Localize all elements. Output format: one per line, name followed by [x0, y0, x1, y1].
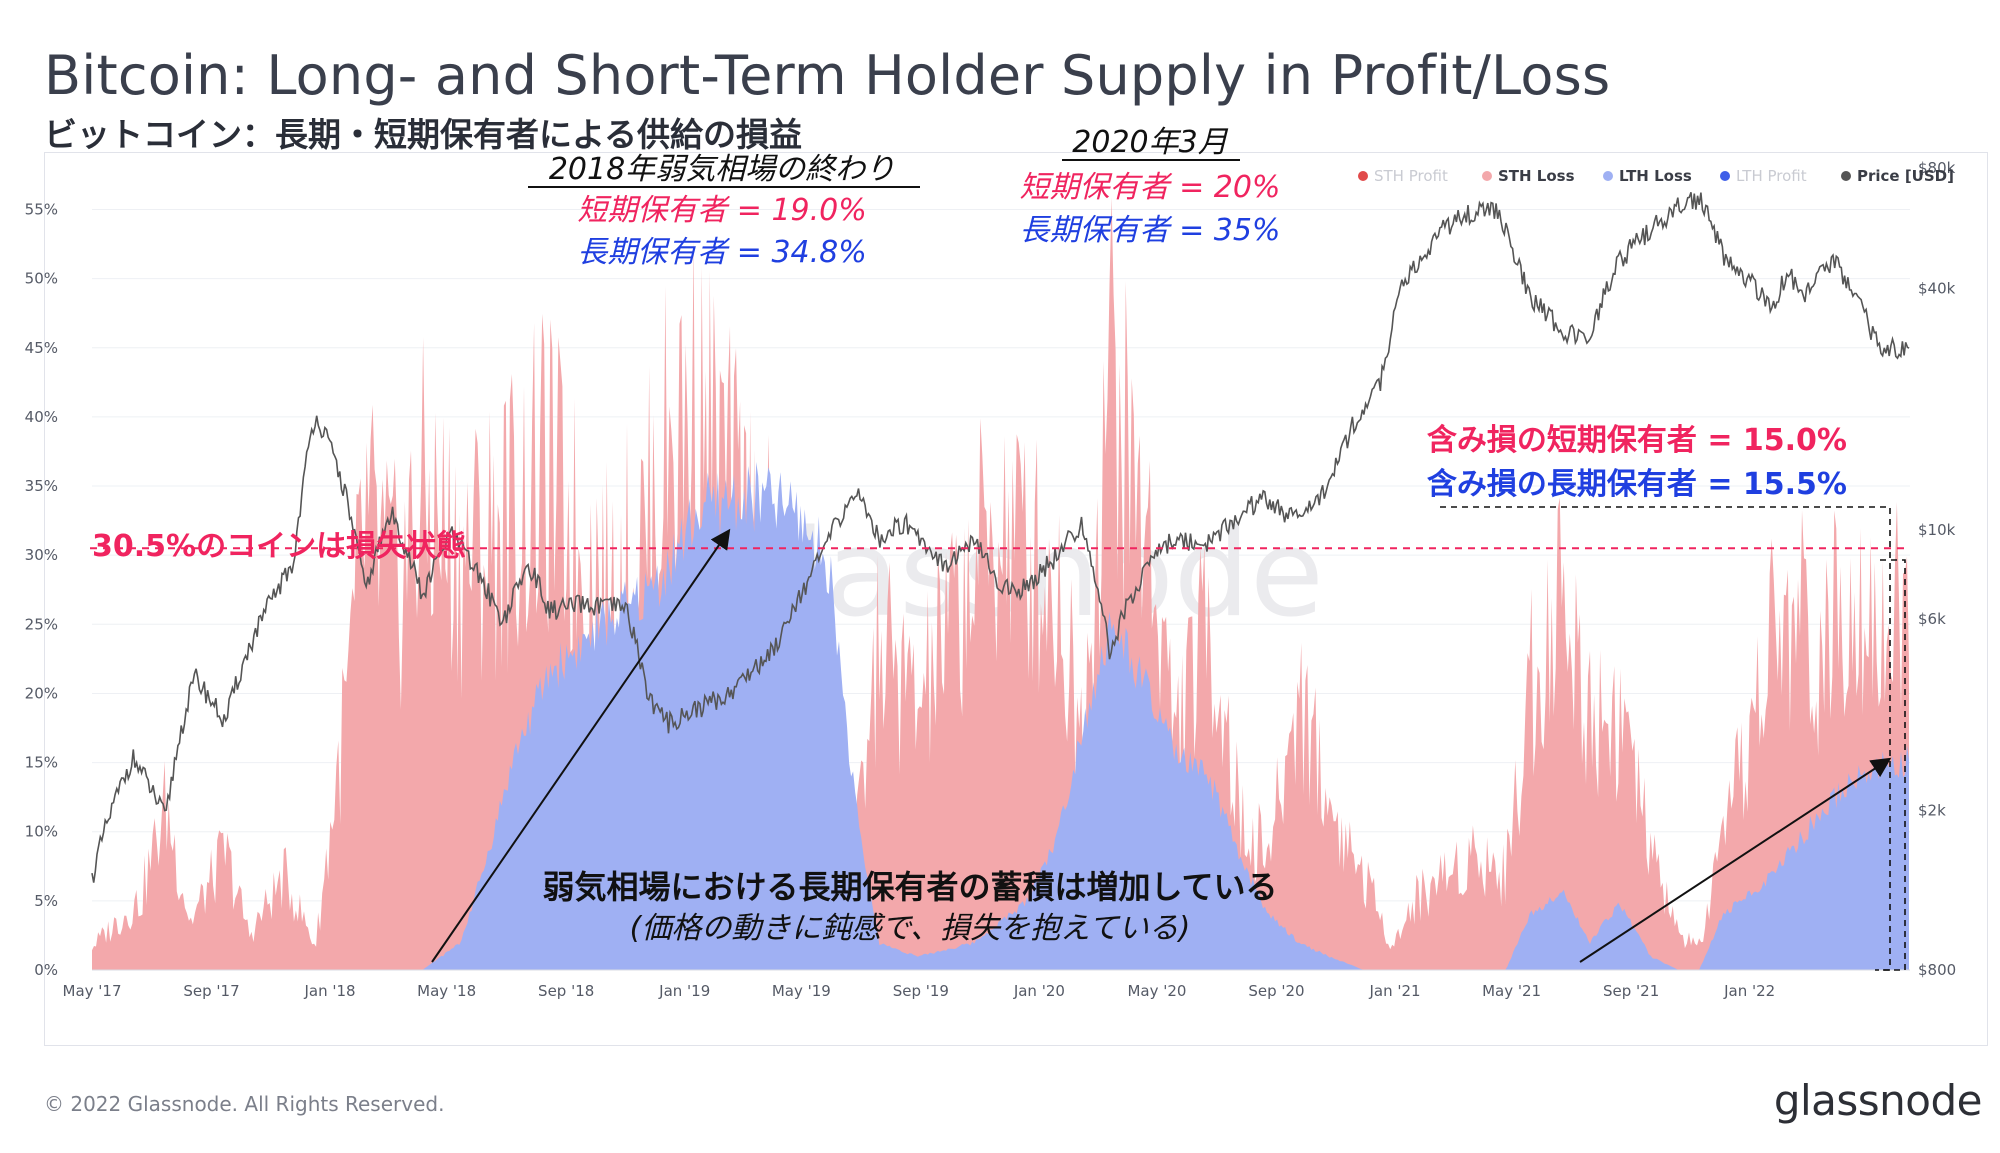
- legend-sth-loss-marker: [1482, 171, 1492, 181]
- bear-end-title: 2018年弱気相場の終わり: [549, 152, 895, 187]
- x-tick-label: Sep '21: [1603, 982, 1659, 1000]
- legend-price-label[interactable]: Price [USD]: [1857, 167, 1954, 185]
- x-tick-label: Jan '21: [1368, 982, 1420, 1000]
- y-left-tick-label: 30%: [25, 546, 58, 564]
- accum-sub-text: (価格の動きに鈍感で、損失を抱えている): [630, 911, 1191, 946]
- x-tick-label: Jan '20: [1013, 982, 1065, 1000]
- y-left-tick-label: 50%: [25, 270, 58, 288]
- bear-end-sth: 短期保有者 = 19.0%: [577, 193, 867, 228]
- copyright: © 2022 Glassnode. All Rights Reserved.: [44, 1092, 445, 1116]
- y-right-tick-label: $40k: [1918, 280, 1956, 298]
- axis-layer: 0% 5% 10% 15% 20% 25% 30% 35% 40% 45% 50% 55% $800 $2…: [25, 159, 1957, 1000]
- loss-reference-label: 30.5%のコインは損失状態: [92, 529, 466, 564]
- x-tick-label: Sep '18: [538, 982, 594, 1000]
- y-right-tick-label: $80k: [1918, 159, 1956, 177]
- y-left-tick-label: 25%: [25, 615, 58, 633]
- current-sth: 含み損の短期保有者 = 15.0%: [1427, 423, 1847, 458]
- legend-sth-profit-marker: [1358, 171, 1368, 181]
- x-tick-label: Jan '22: [1723, 982, 1775, 1000]
- y-left-tick-label: 0%: [34, 961, 58, 979]
- bear-end-annotation: 2018年弱気相場の終わり 短期保有者 = 19.0% 長期保有者 = 34.8…: [528, 152, 920, 270]
- y-left-tick-label: 10%: [25, 823, 58, 841]
- y-right-tick-label: $10k: [1918, 521, 1956, 539]
- legend-lth-loss-label[interactable]: LTH Loss: [1619, 167, 1692, 185]
- x-tick-label: May '21: [1482, 982, 1541, 1000]
- y-left-tick-label: 20%: [25, 684, 58, 702]
- mar2020-lth: 長期保有者 = 35%: [1020, 213, 1281, 248]
- x-tick-label: Jan '19: [658, 982, 710, 1000]
- legend-lth-profit-label[interactable]: LTH Profit: [1736, 167, 1807, 185]
- lth-loss-area: [92, 462, 1909, 970]
- x-tick-label: Sep '20: [1248, 982, 1304, 1000]
- brand-logo: glassnode: [1773, 1076, 1983, 1125]
- legend-lth-profit-marker: [1720, 171, 1730, 181]
- mar2020-sth: 短期保有者 = 20%: [1020, 170, 1281, 205]
- y-left-tick-label: 15%: [25, 754, 58, 772]
- mar2020-annotation: 2020年3月 短期保有者 = 20% 長期保有者 = 35%: [1020, 125, 1281, 248]
- x-tick-label: Sep '17: [183, 982, 239, 1000]
- chart-title: Bitcoin: Long- and Short-Term Holder Sup…: [44, 44, 1611, 107]
- accum-arrow-2022: [1579, 757, 1892, 963]
- y-left-tick-label: 55%: [25, 200, 58, 218]
- x-tick-label: Jan '18: [304, 982, 356, 1000]
- bear-end-lth: 長期保有者 = 34.8%: [577, 235, 867, 270]
- x-tick-label: May '18: [417, 982, 476, 1000]
- y-right-tick-label: $6k: [1918, 610, 1946, 628]
- chart-subtitle: ビットコイン：長期・短期保有者による供給の損益: [44, 115, 803, 154]
- accum-main-text: 弱気相場における長期保有者の蓄積は増加している: [542, 868, 1277, 906]
- y-left-tick-label: 40%: [25, 408, 58, 426]
- y-left-tick-label: 5%: [34, 892, 58, 910]
- x-tick-label: Sep '19: [893, 982, 949, 1000]
- current-bracket-inner: [1880, 559, 1906, 971]
- price-line: [91, 192, 1910, 883]
- legend-sth-loss-label[interactable]: STH Loss: [1498, 167, 1575, 185]
- y-left-tick-label: 45%: [25, 339, 58, 357]
- mar2020-title: 2020年3月: [1072, 125, 1228, 160]
- legend-lth-loss-marker: [1603, 171, 1613, 181]
- area-layer: [92, 197, 1909, 971]
- x-tick-label: May '20: [1127, 982, 1186, 1000]
- legend-price-marker: [1841, 171, 1851, 181]
- legend-sth-profit-label[interactable]: STH Profit: [1374, 167, 1448, 185]
- x-tick-label: May '19: [772, 982, 831, 1000]
- y-right-tick-label: $2k: [1918, 801, 1946, 819]
- current-lth: 含み損の長期保有者 = 15.5%: [1427, 467, 1847, 502]
- accum-arrow-2018: [431, 528, 731, 963]
- price-layer: [91, 192, 1910, 883]
- y-right-tick-label: $800: [1918, 961, 1956, 979]
- current-annotation: 含み損の短期保有者 = 15.0% 含み損の長期保有者 = 15.5%: [1427, 423, 1906, 971]
- current-bracket-outer: [1440, 506, 1891, 971]
- y-left-tick-label: 35%: [25, 477, 58, 495]
- legend: STH Profit STH Loss LTH Loss LTH Profit …: [1358, 167, 1954, 185]
- x-tick-label: May '17: [63, 982, 122, 1000]
